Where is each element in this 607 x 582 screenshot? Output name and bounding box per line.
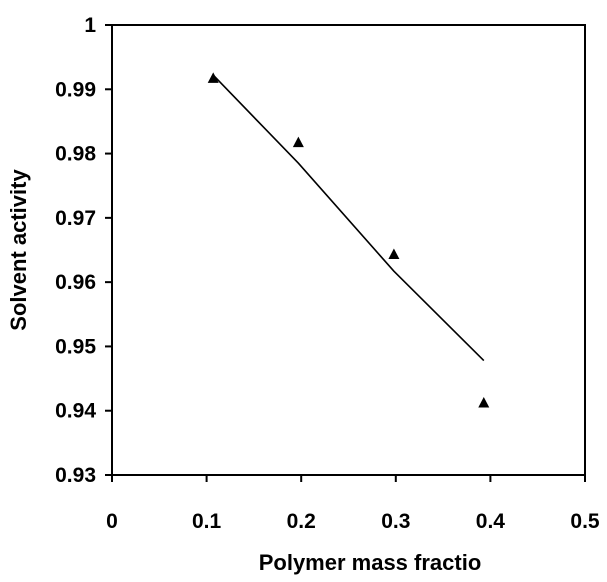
x-tick-label: 0.1 <box>192 510 222 533</box>
series-layer <box>207 72 490 408</box>
data-point-triangle <box>388 248 400 259</box>
y-axis-ticks: 0.93 0.94 0.95 0.96 0.97 0.98 0.99 1 <box>55 14 112 487</box>
y-tick-label: 0.94 <box>55 400 96 423</box>
y-tick-label: 0.93 <box>55 464 96 487</box>
y-tick-label: 0.99 <box>55 78 96 101</box>
x-tick-label: 0.2 <box>287 510 316 533</box>
x-tick-label: 0 <box>106 510 118 533</box>
y-tick-label: 0.95 <box>55 335 96 358</box>
plot-area <box>111 24 586 476</box>
x-axis-label: Polymer mass fractio <box>259 550 482 575</box>
data-point-triangle <box>478 397 490 408</box>
data-point-triangle <box>292 136 304 148</box>
y-tick-label: 0.98 <box>55 143 96 166</box>
y-axis-label: Solvent activity <box>6 169 31 331</box>
x-tick-label: 0.5 <box>570 510 600 533</box>
x-tick-label: 0.4 <box>476 510 506 533</box>
x-tick-label: 0.3 <box>381 510 410 533</box>
fit-line <box>212 74 485 362</box>
data-point-triangle <box>207 72 219 83</box>
y-tick-label: 1 <box>84 14 96 37</box>
y-tick-label: 0.96 <box>55 271 96 294</box>
x-axis-ticks: 0 0.1 0.2 0.3 0.4 0.5 <box>106 475 600 533</box>
y-tick-label: 0.97 <box>55 207 96 230</box>
